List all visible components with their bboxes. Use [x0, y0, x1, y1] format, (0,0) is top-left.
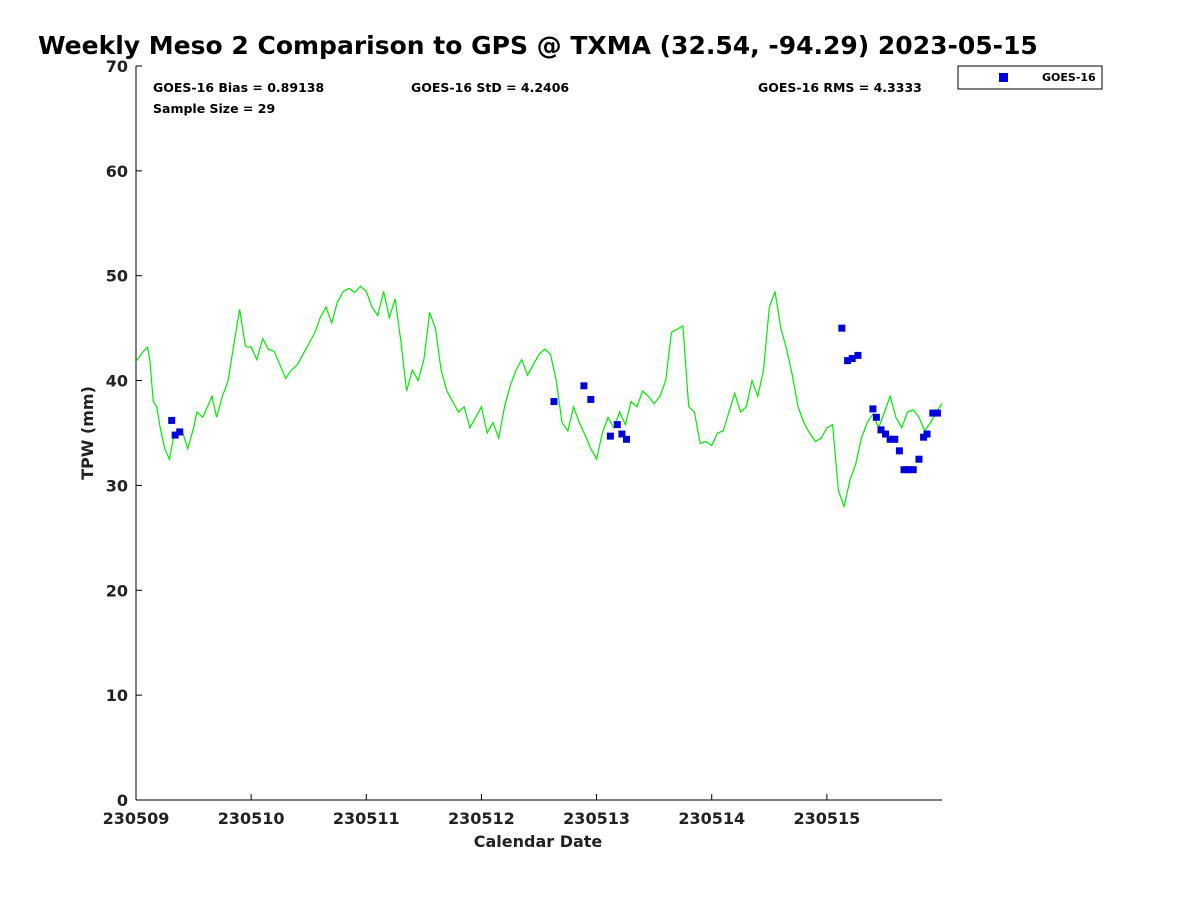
- legend: GOES-16: [957, 65, 1103, 90]
- x-ticks: 230509 230510 230511 230512 230513 230514 2305…: [103, 794, 860, 828]
- y-tick-label: 30: [106, 476, 128, 495]
- y-tick-label: 60: [106, 162, 128, 181]
- goes16-point: [176, 428, 184, 436]
- y-tick-label: 0: [117, 791, 128, 810]
- goes16-point: [882, 430, 890, 438]
- rms-stat: GOES-16 RMS = 4.3333: [758, 80, 922, 95]
- series-layer: [135, 285, 943, 509]
- goes16-point: [891, 435, 899, 443]
- goes16-point: [838, 324, 846, 332]
- goes16-point: [905, 466, 913, 474]
- legend-label-goes16: GOES-16: [1042, 71, 1096, 84]
- x-tick-label: 230515: [793, 809, 860, 828]
- x-tick-label: 230514: [678, 809, 745, 828]
- x-tick-label: 230512: [448, 809, 515, 828]
- goes16-point: [923, 430, 931, 438]
- goes16-point: [909, 466, 917, 474]
- y-axis-label: TPW (mm): [78, 386, 97, 480]
- chart-title: Weekly Meso 2 Comparison to GPS @ TXMA (…: [38, 31, 1038, 60]
- y-ticks: 0 10 20 30 40 50 60 70: [106, 57, 142, 810]
- std-stat: GOES-16 StD = 4.2406: [411, 80, 569, 95]
- goes16-point: [848, 355, 856, 363]
- goes16-point: [869, 405, 877, 413]
- goes16-point: [886, 435, 894, 443]
- sample-size-stat: Sample Size = 29: [153, 101, 275, 116]
- legend-box: [957, 65, 1103, 90]
- x-tick-label: 230513: [563, 809, 630, 828]
- x-axis-label: Calendar Date: [474, 832, 603, 851]
- y-tick-label: 70: [106, 57, 128, 76]
- goes16-point: [171, 431, 179, 439]
- goes16-point: [606, 432, 614, 440]
- goes16-point: [587, 395, 595, 403]
- x-tick-label: 230511: [333, 809, 400, 828]
- bias-stat: GOES-16 Bias = 0.89138: [153, 80, 324, 95]
- goes16-point: [929, 409, 937, 417]
- goes16-point: [613, 421, 621, 429]
- goes16-point: [623, 435, 631, 443]
- goes16-point: [895, 447, 903, 455]
- goes16-point: [580, 382, 588, 390]
- goes16-point: [844, 357, 852, 365]
- goes16-point: [900, 466, 908, 474]
- x-tick-label: 230510: [218, 809, 285, 828]
- x-tick-label: 230509: [103, 809, 170, 828]
- y-tick-label: 40: [106, 372, 128, 391]
- goes16-point: [618, 430, 626, 438]
- goes16-point: [877, 426, 885, 434]
- goes16-point: [872, 413, 880, 421]
- goes16-point: [168, 416, 176, 424]
- goes16-point: [915, 455, 923, 463]
- y-tick-label: 10: [106, 686, 128, 705]
- goes16-point: [854, 351, 862, 359]
- gps-tpw-line: [135, 285, 943, 509]
- y-tick-label: 20: [106, 581, 128, 600]
- legend-marker-goes16: [999, 73, 1008, 82]
- goes16-point: [550, 398, 558, 406]
- goes16-point: [933, 409, 941, 417]
- y-tick-label: 50: [106, 267, 128, 286]
